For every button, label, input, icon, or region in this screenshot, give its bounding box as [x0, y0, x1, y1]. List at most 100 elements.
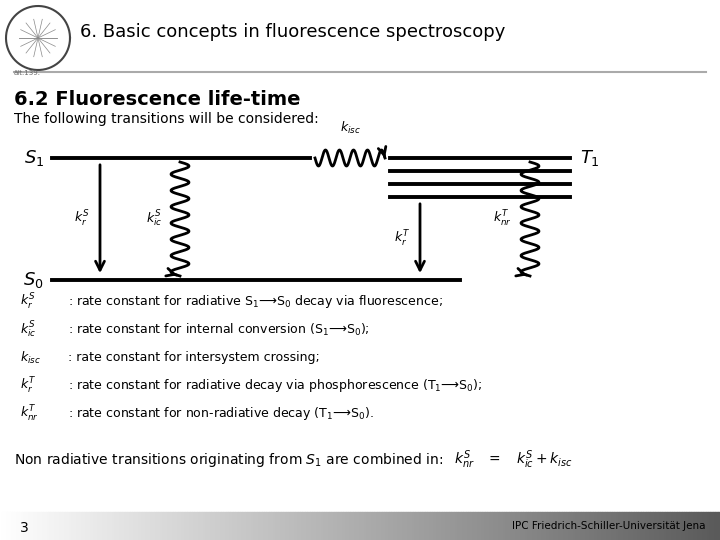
Bar: [132, 512, 135, 540]
Bar: [523, 512, 526, 540]
Bar: [497, 512, 499, 540]
Bar: [660, 512, 662, 540]
Bar: [477, 512, 480, 540]
Bar: [470, 512, 473, 540]
Bar: [89, 512, 91, 540]
Bar: [391, 512, 394, 540]
Bar: [182, 512, 185, 540]
Bar: [0, 512, 2, 540]
Bar: [178, 512, 180, 540]
Bar: [269, 512, 271, 540]
Bar: [374, 512, 377, 540]
Bar: [228, 512, 230, 540]
Bar: [322, 512, 324, 540]
Bar: [271, 512, 274, 540]
Bar: [420, 512, 423, 540]
Bar: [293, 512, 295, 540]
Bar: [221, 512, 223, 540]
Text: IPC Friedrich-Schiller-Universität Jena: IPC Friedrich-Schiller-Universität Jena: [513, 521, 706, 531]
Bar: [189, 512, 192, 540]
Bar: [338, 512, 341, 540]
Bar: [547, 512, 549, 540]
Bar: [355, 512, 358, 540]
Bar: [468, 512, 470, 540]
Bar: [230, 512, 233, 540]
Bar: [675, 512, 677, 540]
Bar: [192, 512, 194, 540]
Bar: [161, 512, 163, 540]
Bar: [463, 512, 466, 540]
Bar: [353, 512, 355, 540]
Text: : rate constant for radiative S$_1$⟶S$_0$ decay via fluorescence;: : rate constant for radiative S$_1$⟶S$_0…: [68, 294, 443, 310]
Bar: [650, 512, 653, 540]
Bar: [711, 512, 713, 540]
Bar: [691, 512, 693, 540]
Bar: [677, 512, 679, 540]
Bar: [360, 512, 362, 540]
Bar: [22, 512, 24, 540]
Bar: [588, 512, 590, 540]
Bar: [641, 512, 643, 540]
Bar: [324, 512, 326, 540]
Bar: [27, 512, 29, 540]
Bar: [554, 512, 557, 540]
Bar: [521, 512, 523, 540]
Bar: [459, 512, 461, 540]
Bar: [36, 512, 38, 540]
Bar: [50, 512, 53, 540]
Bar: [63, 512, 65, 540]
Bar: [425, 512, 427, 540]
Bar: [156, 512, 158, 540]
Bar: [204, 512, 207, 540]
Bar: [166, 512, 168, 540]
Text: $k_{isc}$: $k_{isc}$: [340, 120, 361, 136]
Bar: [636, 512, 639, 540]
Bar: [612, 512, 614, 540]
Bar: [158, 512, 161, 540]
Text: $T_1$: $T_1$: [580, 148, 600, 168]
Bar: [108, 512, 110, 540]
Text: 6.2 Fluorescence life-time: 6.2 Fluorescence life-time: [14, 90, 300, 109]
Bar: [513, 512, 516, 540]
Text: $k_r^S$: $k_r^S$: [20, 292, 35, 312]
Bar: [708, 512, 711, 540]
Bar: [567, 512, 569, 540]
Bar: [583, 512, 585, 540]
Bar: [333, 512, 336, 540]
Bar: [211, 512, 214, 540]
Bar: [482, 512, 485, 540]
Bar: [5, 512, 7, 540]
Bar: [72, 512, 74, 540]
Bar: [151, 512, 153, 540]
Bar: [173, 512, 175, 540]
Bar: [398, 512, 401, 540]
Bar: [706, 512, 708, 540]
Bar: [163, 512, 166, 540]
Bar: [343, 512, 346, 540]
Bar: [130, 512, 132, 540]
Bar: [621, 512, 624, 540]
Bar: [254, 512, 257, 540]
Bar: [243, 512, 245, 540]
Bar: [281, 512, 283, 540]
Bar: [315, 512, 317, 540]
Bar: [646, 512, 648, 540]
Bar: [526, 512, 528, 540]
Bar: [401, 512, 403, 540]
Bar: [552, 512, 554, 540]
Bar: [235, 512, 238, 540]
Bar: [667, 512, 670, 540]
Bar: [531, 512, 533, 540]
Bar: [94, 512, 96, 540]
Bar: [655, 512, 657, 540]
Text: $S_0$: $S_0$: [23, 270, 44, 290]
Text: $k_{ic}^S$: $k_{ic}^S$: [145, 209, 162, 229]
Bar: [686, 512, 689, 540]
Bar: [365, 512, 367, 540]
Bar: [600, 512, 603, 540]
Bar: [297, 512, 300, 540]
Bar: [187, 512, 189, 540]
Bar: [113, 512, 115, 540]
Bar: [81, 512, 84, 540]
Bar: [403, 512, 405, 540]
